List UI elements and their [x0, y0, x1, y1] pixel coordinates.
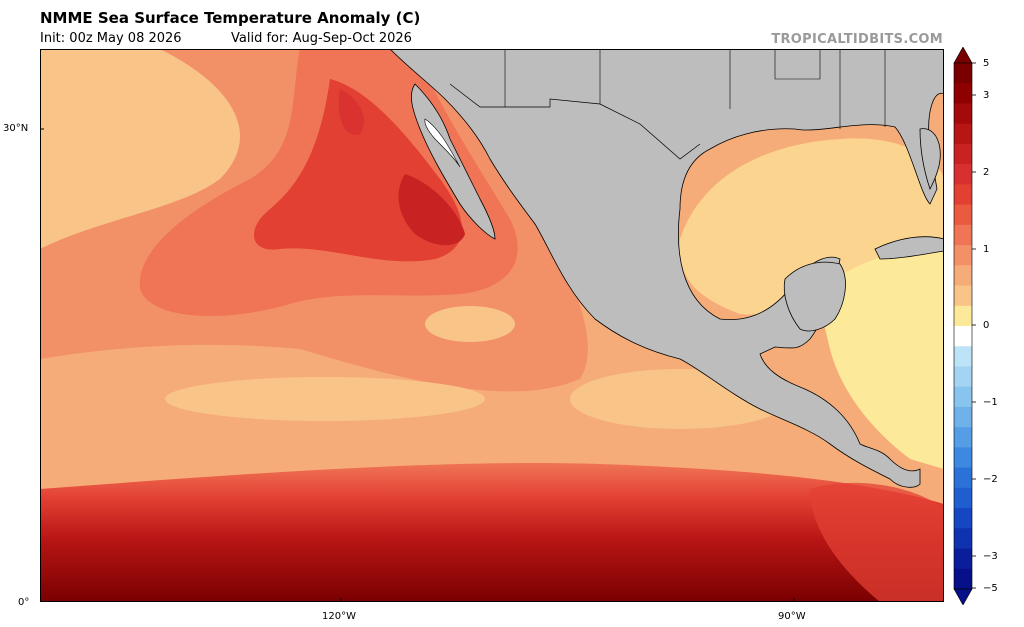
anomaly-contour-hotspot [398, 174, 465, 246]
colorbar-label-2: 2 [983, 167, 990, 178]
land-north-america [389, 49, 944, 488]
colorbar-segment [954, 224, 972, 246]
colorbar-segment [954, 346, 972, 367]
colorbar-segment [954, 427, 972, 448]
colorbar-frame [953, 62, 973, 590]
caribbean-anomaly [820, 248, 944, 469]
land-cuba [874, 236, 944, 260]
sst-anomaly-map [40, 49, 944, 602]
colorbar-segment [954, 164, 972, 185]
colorbar-segment [954, 265, 972, 287]
anomaly-southern-band [40, 463, 944, 602]
colorbar-label-neg1: −1 [983, 397, 998, 408]
colorbar-segment [954, 63, 972, 84]
colorbar-segment [954, 103, 972, 125]
colorbar-segment [954, 386, 972, 408]
colorbar-label-3: 3 [983, 90, 990, 101]
anomaly-contour-inner-hot [338, 89, 364, 135]
colorbar-segment [954, 184, 972, 206]
border-us-states [504, 49, 886, 129]
colorbar-segment [954, 143, 972, 165]
colorbar-label-neg3: −3 [983, 551, 998, 562]
lat-label-0: 0° [18, 597, 30, 608]
map-frame [40, 49, 944, 602]
colorbar-segment [954, 548, 972, 570]
init-time: Init: 00z May 08 2026 [40, 31, 182, 46]
map-title: NMME Sea Surface Temperature Anomaly (C) [40, 9, 421, 27]
anomaly-contour-southeast [810, 482, 944, 602]
colorbar-segment [954, 123, 972, 145]
colorbar-segment [954, 568, 972, 590]
lon-label-120w: 120°W [322, 611, 356, 622]
colorbar-segment [954, 406, 972, 428]
land-baja-california [410, 83, 496, 240]
colorbar-label-5: 5 [983, 58, 990, 69]
colorbar-segment [954, 487, 972, 509]
colorbar [953, 47, 976, 605]
colorbar-extend-max [953, 47, 973, 64]
colorbar-segment [954, 204, 972, 226]
brand-watermark: TROPICALTIDBITS.COM [771, 32, 943, 47]
anomaly-contour-west-pale [40, 49, 242, 249]
colorbar-label-neg5: −5 [983, 583, 998, 594]
anomaly-contour-pale-1 [165, 377, 485, 421]
land-florida [919, 128, 941, 191]
colorbar-segment [954, 366, 972, 388]
colorbar-segment [954, 305, 972, 327]
colorbar-segment [954, 508, 972, 529]
colorbar-segment [954, 83, 972, 104]
colorbar-extend-min [953, 588, 973, 605]
colorbar-segment [954, 245, 972, 266]
lat-label-30n: 30°N [3, 123, 29, 134]
colorbar-segment [954, 528, 972, 550]
gulf-of-california [424, 118, 461, 168]
lon-label-90w: 90°W [778, 611, 806, 622]
colorbar-label-1: 1 [983, 244, 990, 255]
valid-period: Valid for: Aug-Sep-Oct 2026 [231, 31, 412, 46]
colorbar-label-neg2: −2 [983, 474, 998, 485]
colorbar-segment [954, 326, 972, 347]
colorbar-segment [954, 467, 972, 489]
colorbar-segment [954, 285, 972, 307]
colorbar-label-0: 0 [983, 320, 990, 331]
border-us-mexico [449, 83, 701, 160]
anomaly-contour-pale-2 [425, 306, 515, 342]
land-yucatan [783, 261, 846, 332]
colorbar-segment [954, 447, 972, 469]
